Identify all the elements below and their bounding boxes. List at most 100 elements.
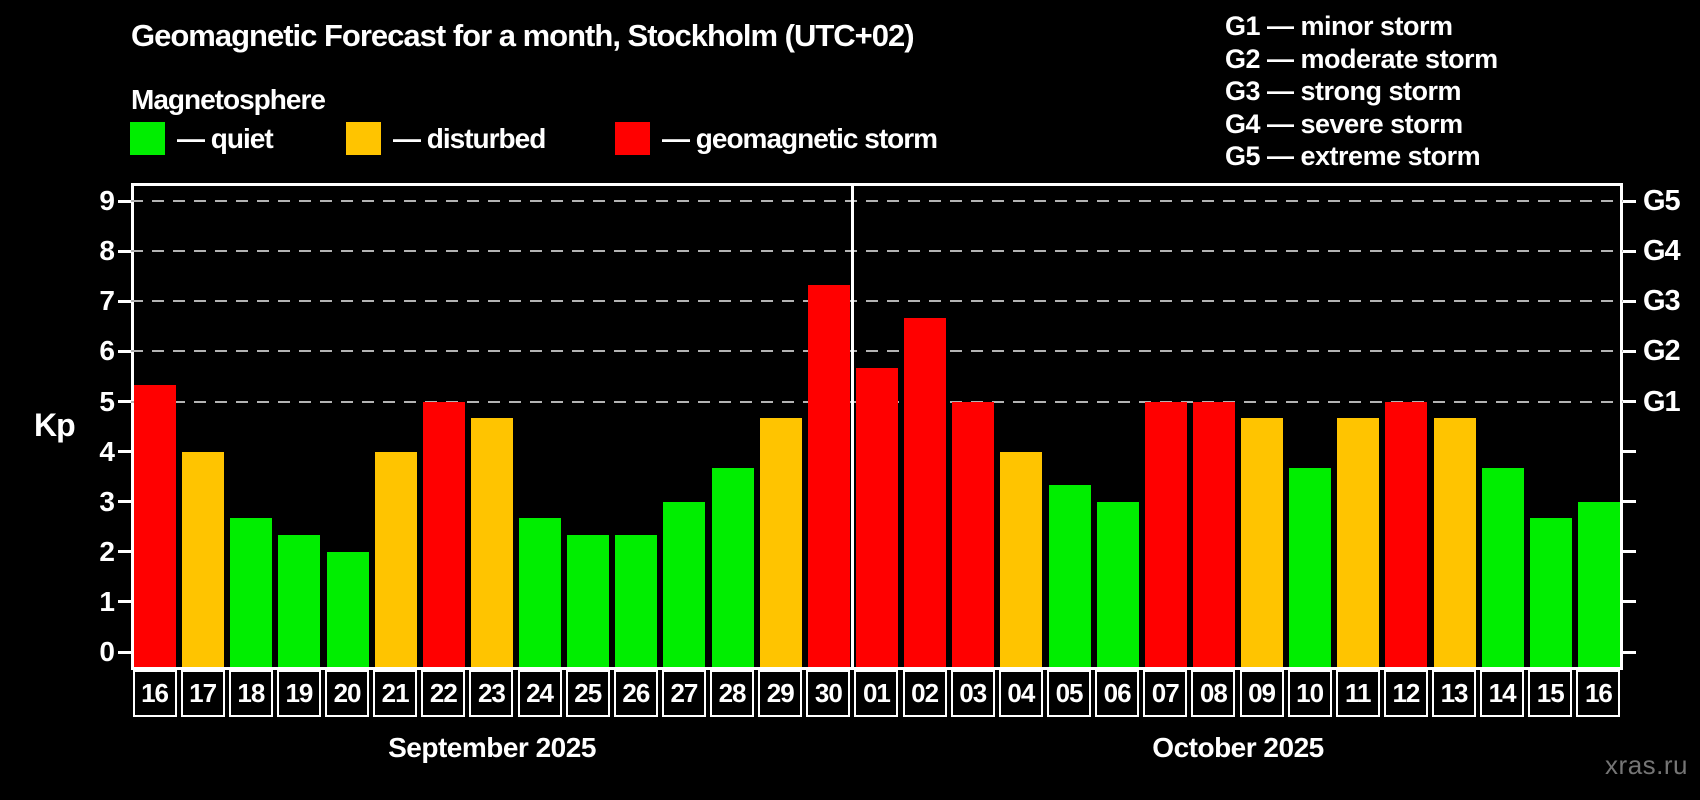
y-axis-label: 3 — [99, 485, 115, 517]
y-axis-label: 8 — [99, 235, 115, 267]
y-axis-tick — [118, 349, 131, 353]
date-box: 04 — [998, 670, 1043, 717]
legend-swatch-storm — [615, 122, 650, 155]
y-axis-label: 4 — [99, 435, 115, 467]
y-axis-label: 1 — [99, 585, 115, 617]
kp-bar-16 — [1577, 501, 1620, 667]
gridline-kp8 — [131, 250, 1623, 253]
y-axis-tick — [118, 299, 131, 303]
legend-swatch-disturbed — [346, 122, 381, 155]
g-scale-line: G3 — strong storm — [1225, 76, 1462, 106]
gridline-kp7 — [131, 300, 1623, 303]
kp-bar-10 — [1289, 468, 1332, 667]
date-box: 10 — [1287, 670, 1332, 717]
date-box: 09 — [1239, 670, 1284, 717]
date-box: 11 — [1335, 670, 1380, 717]
date-box: 30 — [806, 670, 851, 717]
kp-bar-06 — [1096, 501, 1139, 667]
date-box: 24 — [517, 670, 562, 717]
legend-label-disturbed: — disturbed — [393, 122, 546, 154]
y-axis-label: 6 — [99, 335, 115, 367]
right-axis-tick — [1623, 349, 1636, 353]
kp-bar-15 — [1529, 518, 1572, 667]
y-axis-label: 0 — [99, 636, 115, 667]
kp-bar-07 — [1144, 401, 1187, 667]
y-axis-label: 9 — [99, 185, 115, 217]
kp-bar-11 — [1337, 418, 1380, 667]
legend-swatch-quiet — [130, 122, 165, 155]
date-box: 14 — [1480, 670, 1525, 717]
kp-bar-21 — [374, 451, 417, 667]
right-axis-tick — [1623, 299, 1636, 303]
date-box: 26 — [613, 670, 658, 717]
g-level-label-G3: G3 — [1643, 285, 1681, 318]
legend-label-quiet: — quiet — [177, 122, 274, 154]
y-axis-label: 7 — [99, 285, 115, 317]
y-axis-title: Kp — [34, 407, 76, 443]
date-box: 08 — [1191, 670, 1236, 717]
date-box: 15 — [1528, 670, 1573, 717]
y-axis-tick — [118, 550, 131, 554]
kp-bar-25 — [567, 535, 610, 667]
month-label: October 2025 — [1152, 732, 1324, 763]
watermark: xras.ru — [1605, 750, 1688, 780]
date-box: 21 — [373, 670, 418, 717]
kp-bar-01 — [855, 367, 898, 667]
kp-bar-20 — [326, 551, 369, 667]
kp-bar-22 — [422, 401, 465, 667]
right-axis-tick — [1623, 600, 1636, 604]
kp-bar-27 — [663, 501, 706, 667]
date-box: 23 — [469, 670, 514, 717]
g-level-label-G1: G1 — [1643, 385, 1681, 418]
month-divider — [851, 186, 855, 667]
g-level-label-G4: G4 — [1643, 235, 1681, 268]
gridline-kp9 — [131, 200, 1623, 203]
y-axis-tick — [118, 249, 131, 253]
g-scale-line: G4 — severe storm — [1225, 108, 1463, 139]
right-axis-tick — [1623, 199, 1636, 203]
y-axis-tick — [118, 650, 131, 654]
g-level-label-G2: G2 — [1643, 335, 1681, 368]
date-box: 18 — [228, 670, 273, 717]
y-axis-tick — [118, 400, 131, 403]
month-label: September 2025 — [388, 732, 596, 763]
kp-bar-26 — [615, 535, 658, 667]
legend-item-storm: — geomagnetic storm — [615, 122, 938, 155]
kp-bar-17 — [182, 451, 225, 667]
kp-bar-08 — [1192, 401, 1235, 667]
date-box: 20 — [325, 670, 370, 717]
kp-bar-09 — [1241, 418, 1284, 667]
date-box: 06 — [1095, 670, 1140, 717]
kp-bar-30 — [807, 284, 850, 667]
date-box: 02 — [902, 670, 947, 717]
kp-bar-05 — [1048, 485, 1091, 667]
date-box: 29 — [758, 670, 803, 717]
kp-bar-18 — [230, 518, 273, 667]
date-box: 27 — [661, 670, 706, 717]
kp-bar-23 — [470, 418, 513, 667]
kp-bar-19 — [278, 535, 321, 667]
legend-label-storm: — geomagnetic storm — [662, 122, 938, 154]
g-scale-line: G2 — moderate storm — [1225, 43, 1498, 74]
g-level-label-G5: G5 — [1643, 185, 1681, 218]
date-box: 28 — [710, 670, 755, 717]
kp-bar-13 — [1433, 418, 1476, 667]
g-scale-line: G5 — extreme storm — [1225, 141, 1481, 171]
right-axis-tick — [1623, 450, 1636, 454]
date-box: 19 — [276, 670, 321, 717]
right-axis-tick — [1623, 500, 1636, 504]
right-axis-tick — [1623, 400, 1636, 403]
chart-subtitle: Magnetosphere — [131, 84, 326, 115]
kp-bar-12 — [1385, 401, 1428, 667]
chart-title: Geomagnetic Forecast for a month, Stockh… — [131, 18, 915, 53]
legend-item-quiet: — quiet — [130, 122, 274, 155]
date-box: 16 — [1576, 670, 1621, 717]
y-axis-tick — [118, 600, 131, 604]
date-box: 16 — [132, 670, 177, 717]
date-box: 01 — [854, 670, 899, 717]
date-box: 05 — [1047, 670, 1092, 717]
y-axis-label: 2 — [99, 535, 115, 567]
y-axis-label: 5 — [99, 385, 115, 417]
gridline-kp6 — [131, 350, 1623, 353]
